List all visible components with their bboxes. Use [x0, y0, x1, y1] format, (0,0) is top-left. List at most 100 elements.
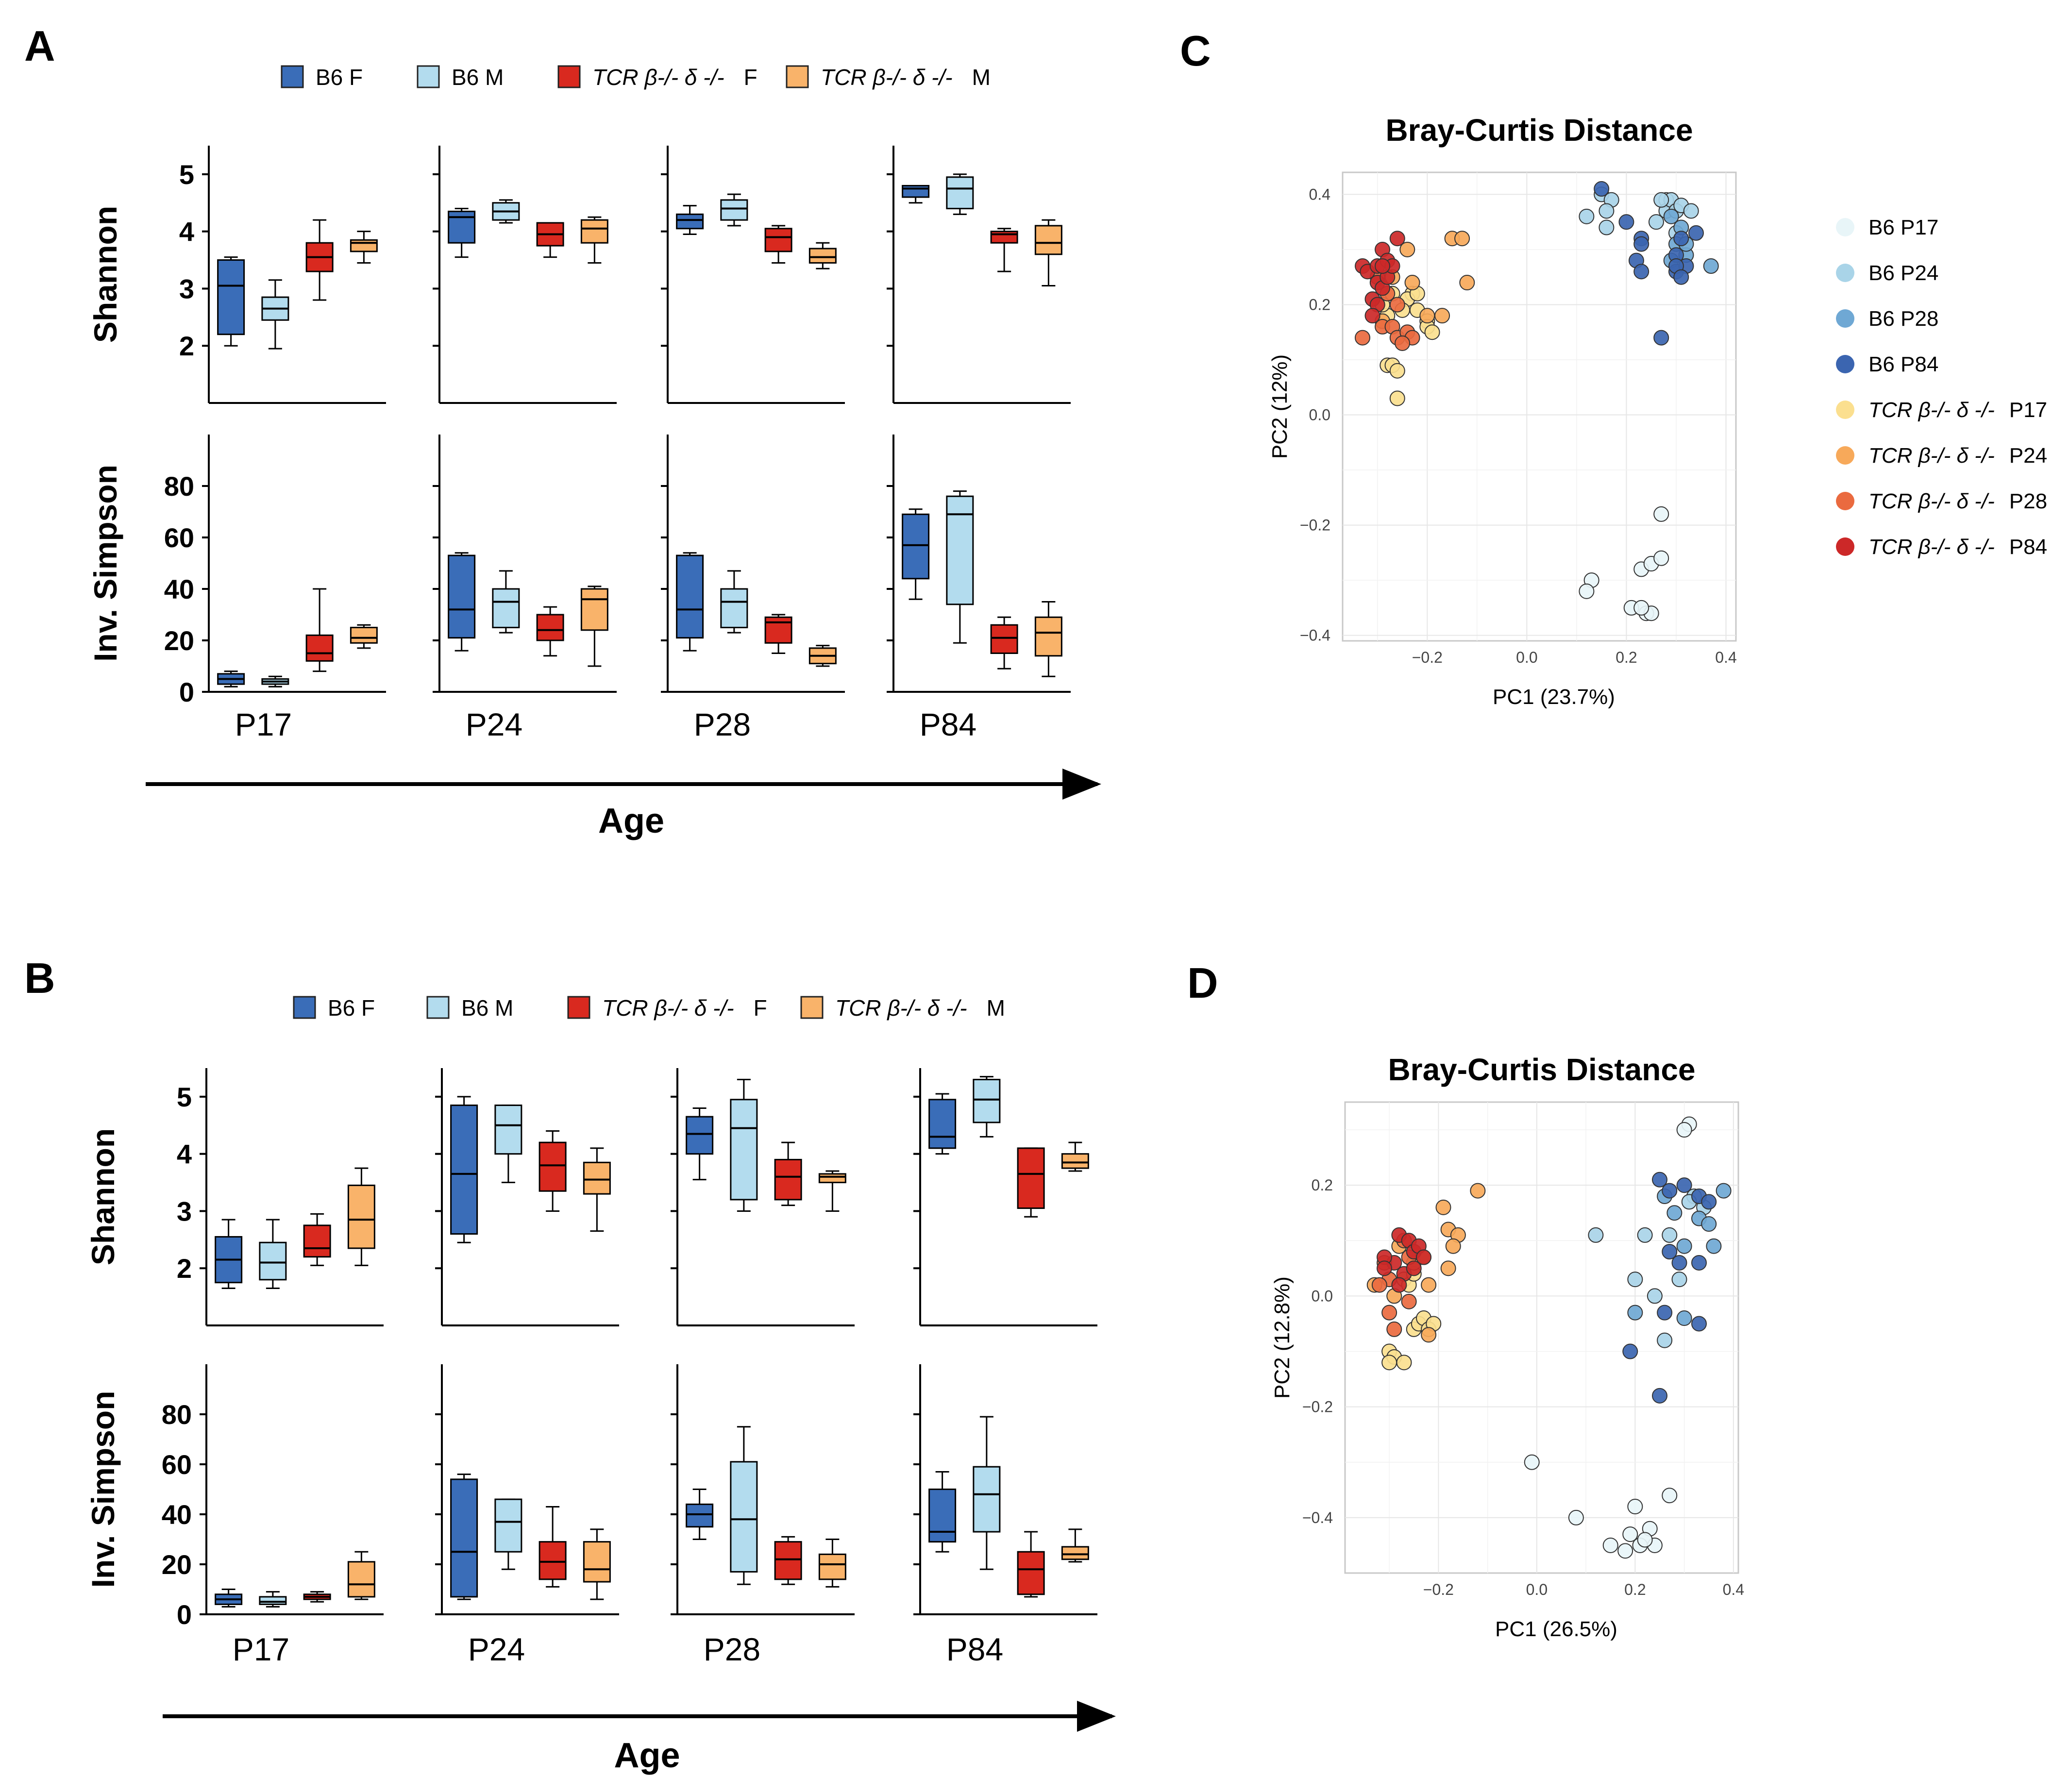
- point-b6p84: [1652, 1172, 1667, 1188]
- box-tcrf: [539, 1130, 567, 1212]
- point-tcrp84: [1416, 1249, 1431, 1265]
- legend-label-tcrm: TCR β-/- δ -/- M: [835, 995, 1005, 1021]
- pca-legend-dot-b6p17: [1836, 218, 1854, 236]
- facet-A-shannon-P28: [661, 146, 845, 404]
- legend-label-suffix: F: [754, 995, 767, 1021]
- box-tcrm: [347, 1167, 375, 1266]
- pca-legend-label-timepoint: P24: [2009, 444, 2047, 468]
- y-tick-label: 20: [164, 625, 194, 656]
- pca-plot-C: [1342, 171, 1737, 642]
- point-b6p84: [1701, 1194, 1717, 1210]
- box-tcrf: [303, 1213, 331, 1266]
- point-b6p24: [1683, 203, 1699, 219]
- pca-legend-label-genotype: TCR β-/- δ -/-: [1868, 444, 1995, 468]
- box-iqr: [774, 1158, 802, 1201]
- box-iqr: [492, 588, 520, 628]
- point-tcrp84: [1389, 231, 1405, 247]
- box-b6f: [686, 1107, 714, 1181]
- legend-swatch-b6f: [281, 65, 304, 88]
- point-b6p28: [1627, 1305, 1643, 1321]
- y-tick-label: 40: [164, 574, 194, 604]
- pca-legend-label-timepoint: P84: [2009, 535, 2047, 559]
- x-axis-title-D: PC1 (26.5%): [1495, 1617, 1617, 1641]
- point-b6p24: [1648, 214, 1664, 230]
- box-iqr: [686, 1116, 714, 1155]
- point-b6p84: [1662, 1244, 1678, 1260]
- point-tcrp24: [1419, 308, 1435, 324]
- box-iqr: [583, 1161, 611, 1195]
- box-tcrm: [580, 586, 608, 667]
- facet-B-shannon-P24: [435, 1068, 619, 1326]
- box-b6m: [973, 1416, 1001, 1570]
- legend-label-text: TCR β-/- δ -/-: [592, 65, 724, 90]
- point-b6p84: [1691, 1255, 1707, 1271]
- point-b6p24: [1647, 1288, 1663, 1304]
- timepoint-label-B-P28: P28: [704, 1631, 760, 1667]
- legend-label-text: B6 M: [452, 65, 504, 90]
- point-tcrp28: [1395, 335, 1411, 351]
- y-tick-label: 3: [179, 273, 194, 304]
- box-iqr: [676, 213, 704, 230]
- point-tcrp28: [1389, 297, 1405, 313]
- timepoint-label-A-P17: P17: [235, 706, 292, 742]
- x-tick-label: 0.4: [1715, 649, 1736, 666]
- legend-label-tcrf: TCR β-/- δ -/- F: [592, 65, 757, 90]
- y-tick-label: 60: [162, 1449, 192, 1480]
- legend-label-text: TCR β-/- δ -/-: [602, 995, 734, 1021]
- point-b6p17: [1653, 550, 1669, 566]
- x-tick-label: 0.0: [1526, 1581, 1548, 1598]
- point-b6p17: [1602, 1537, 1618, 1553]
- point-tcrp24: [1445, 1238, 1461, 1254]
- point-b6p84: [1653, 330, 1669, 346]
- point-b6p84: [1673, 269, 1689, 285]
- legend-label-b6f: B6 F: [316, 65, 363, 90]
- point-tcrp17: [1389, 390, 1405, 406]
- box-b6f: [215, 1219, 243, 1289]
- point-tcrp24: [1399, 241, 1415, 257]
- legend-swatch-b6f: [293, 996, 316, 1019]
- x-tick-label: −0.2: [1412, 649, 1443, 666]
- box-b6f: [217, 670, 245, 687]
- facet-B-shannon-P28: [671, 1068, 855, 1326]
- legend-label-b6m: B6 M: [461, 995, 513, 1021]
- y-tick-label: 0: [177, 1599, 192, 1630]
- point-b6p84: [1691, 1316, 1707, 1332]
- pca-legend-label-tcrp17: TCR β-/- δ -/- P17: [1868, 398, 2047, 422]
- legend-label-b6f: B6 F: [328, 995, 375, 1021]
- box-b6m: [720, 193, 748, 227]
- facet-B-shannon-P17: 2 3 4 5: [177, 1068, 384, 1326]
- y-tick-label: 60: [164, 522, 194, 553]
- box-tcrm: [580, 216, 608, 264]
- box-tcrf: [764, 225, 792, 264]
- box-b6m: [259, 1219, 287, 1289]
- box-tcrf: [774, 1536, 802, 1585]
- point-tcrp28: [1401, 1293, 1417, 1309]
- point-b6p84: [1618, 214, 1634, 230]
- point-b6p84: [1594, 181, 1610, 197]
- box-iqr: [536, 614, 564, 641]
- box-iqr: [818, 1173, 846, 1184]
- pca-legend-label-tcrp84: TCR β-/- δ -/- P84: [1868, 535, 2047, 559]
- pca-legend-dot-b6p84: [1836, 355, 1854, 373]
- box-b6f: [902, 508, 930, 600]
- box-iqr: [946, 495, 974, 605]
- point-b6p17: [1568, 1509, 1584, 1525]
- pca-legend-dot-tcrp28: [1836, 492, 1854, 510]
- point-b6p17: [1653, 506, 1669, 522]
- point-tcrp17: [1396, 1355, 1412, 1371]
- pca-legend-dot-b6p24: [1836, 264, 1854, 282]
- box-iqr: [539, 1541, 567, 1580]
- box-iqr: [448, 210, 476, 244]
- legend-label-text: TCR β-/- δ -/-: [821, 65, 953, 90]
- legend-label-suffix: F: [744, 65, 757, 90]
- box-tcrf: [536, 606, 564, 657]
- box-b6f: [902, 184, 930, 204]
- legend-label-suffix: M: [987, 995, 1005, 1021]
- pca-legend: B6 P17 B6 P24 B6 P28 B6 P84 TCR β-/- δ -/- P1…: [1836, 216, 2047, 559]
- box-b6f: [928, 1471, 957, 1553]
- point-tcrp84: [1391, 1277, 1407, 1293]
- point-b6p17: [1633, 600, 1649, 616]
- point-tcrp84: [1377, 1260, 1392, 1276]
- box-iqr: [676, 554, 704, 639]
- series-b6p17: [1524, 1116, 1697, 1559]
